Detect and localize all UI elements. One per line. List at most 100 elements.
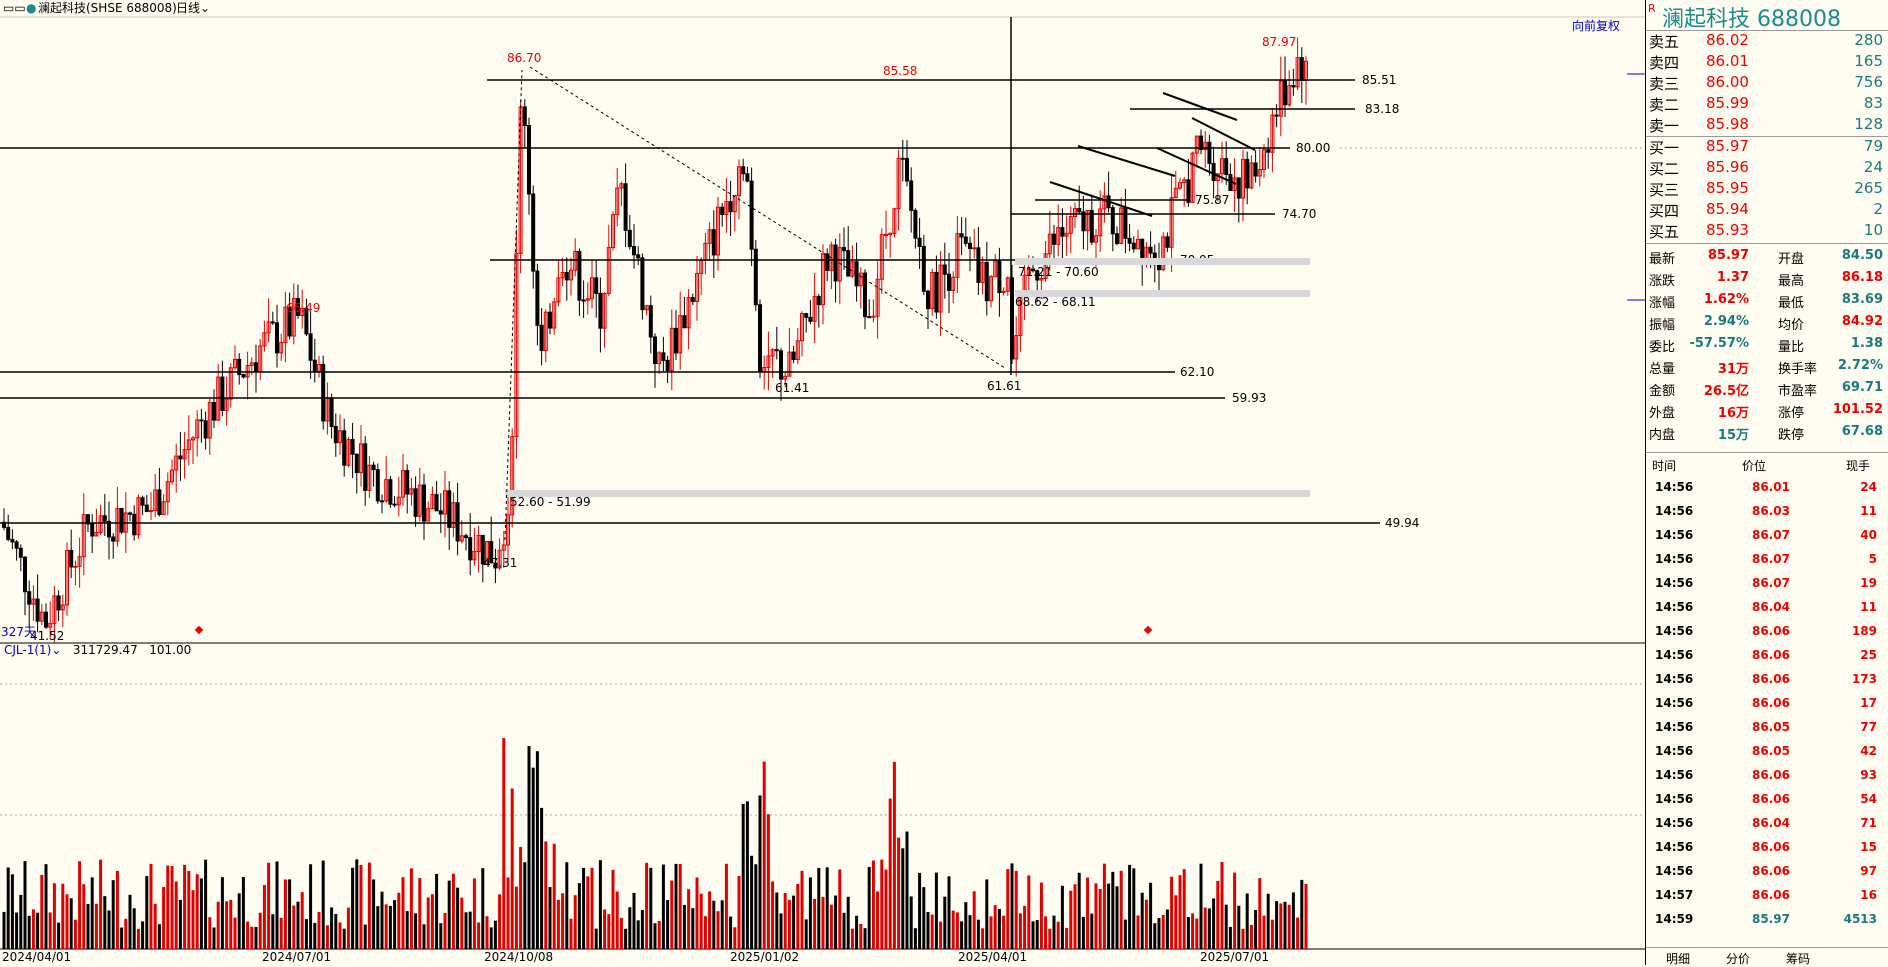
bid-row: 买五 85.93 10 [1646, 221, 1888, 242]
volume-bar [716, 911, 720, 949]
tick-row: 14:56 86.07 40 [1646, 528, 1888, 552]
volume-bar [330, 907, 334, 949]
volume-bar [892, 761, 896, 949]
candle-body [14, 541, 19, 549]
stat-value: 67.68 [1841, 424, 1883, 439]
stat-label: 委比 [1649, 340, 1676, 355]
volume-bar [670, 880, 674, 949]
candle-body [161, 501, 166, 515]
indicator-name[interactable]: CJL-1(1) [4, 643, 52, 657]
candle-body [896, 157, 901, 210]
divider [1646, 243, 1888, 244]
tick-row: 14:59 85.97 4513 [1646, 912, 1888, 936]
menu-icon[interactable]: ▭▭ [3, 1, 26, 15]
volume-bar [1220, 861, 1224, 949]
candle-body [476, 534, 481, 553]
stat-label: 振幅 [1649, 318, 1676, 333]
candle-body [363, 443, 368, 491]
volume-bar [246, 921, 250, 949]
tick-qty: 42 [1860, 744, 1877, 758]
candle-body [1068, 216, 1073, 234]
tick-qty: 189 [1851, 624, 1877, 638]
candle-body [182, 449, 187, 460]
candle-body [312, 359, 317, 372]
volume-bar [636, 920, 640, 949]
volume-bar [582, 867, 586, 949]
volume-bar [1161, 914, 1165, 949]
volume-bar [430, 894, 434, 949]
stat-label: 量比 [1778, 340, 1805, 355]
candle-body [787, 351, 792, 377]
stats-row: 委比 -57.57% 量比 1.38 [1646, 336, 1888, 358]
volume-bar [981, 928, 985, 949]
candle-body [770, 349, 775, 357]
volume-bar [111, 880, 115, 949]
volume-bar [1224, 904, 1228, 949]
stat-label: 总量 [1649, 362, 1676, 377]
chevron-down-icon[interactable]: ⌄ [51, 643, 62, 657]
tab-detail[interactable]: 明细 [1666, 952, 1691, 966]
volume-bar [573, 895, 577, 949]
candle-body [934, 271, 939, 313]
candle-body [102, 515, 107, 522]
ask-volume: 165 [1854, 52, 1883, 70]
stats-row: 外盘 16万 涨停 101.52 [1646, 402, 1888, 424]
chart-area[interactable]: 85.5183.1880.0075.8774.7070.9562.1059.93… [0, 0, 1645, 965]
bid-volume: 10 [1863, 221, 1883, 239]
candle-body [753, 248, 758, 306]
volume-bar [1018, 913, 1022, 949]
volume-bar [1258, 878, 1262, 949]
level-label: 49.94 [1385, 516, 1419, 530]
volume-bar [355, 859, 359, 949]
level-label: 85.51 [1362, 73, 1396, 87]
candle-body [224, 398, 229, 411]
bid-row: 买三 85.95 265 [1646, 179, 1888, 200]
tick-qty: 16 [1860, 888, 1877, 902]
volume-bar [703, 916, 707, 949]
candle-body [321, 363, 326, 422]
volume-bar [170, 866, 174, 949]
volume-bar [204, 859, 208, 949]
tick-price: 86.06 [1752, 672, 1790, 686]
volume-bar [531, 767, 535, 949]
stock-label[interactable]: 澜起科技(SHSE 688008) [38, 1, 177, 15]
volume-bar [1212, 898, 1216, 949]
volume-bar [846, 896, 850, 949]
candle-body [23, 556, 27, 593]
volume-bar [477, 922, 481, 949]
indicator-bar: CJL-1(1)⌄ 311729.47 101.00 [4, 643, 191, 657]
volume-bar [124, 918, 128, 949]
stat-value: 16万 [1717, 406, 1749, 421]
volume-bar [859, 924, 863, 949]
candle-body [774, 349, 779, 352]
adjust-button[interactable]: 向前复权 [1572, 19, 1621, 33]
channel-line [1049, 181, 1153, 217]
trough-label: 61.41 [775, 381, 809, 395]
volume-bar [288, 879, 292, 949]
volume-bar [1044, 916, 1048, 949]
volume-bar [460, 897, 464, 949]
candle-body [1039, 277, 1044, 281]
volume-bar [884, 869, 888, 949]
candle-body [438, 510, 443, 515]
tick-qty: 4513 [1843, 912, 1877, 926]
volume-bar [1039, 882, 1043, 949]
volume-bar [1031, 921, 1035, 949]
candle-body [745, 173, 750, 182]
candle-body [1026, 268, 1031, 276]
candle-body [501, 544, 506, 551]
candle-body [1266, 149, 1271, 153]
candle-body [413, 488, 418, 517]
kline-chart[interactable]: 85.5183.1880.0075.8774.7070.9562.1059.93… [0, 0, 1645, 965]
volume-bar [918, 872, 922, 949]
volume-bar [1170, 876, 1174, 949]
period-selector[interactable]: 日线⌄ [176, 0, 210, 17]
tab-chips[interactable]: 筹码 [1786, 952, 1811, 966]
tick-price: 86.06 [1752, 840, 1790, 854]
volume-bar [376, 906, 380, 949]
tab-price-dist[interactable]: 分价 [1726, 952, 1751, 966]
candle-body [1220, 158, 1224, 175]
tick-price: 86.06 [1752, 768, 1790, 782]
candle-body [1299, 57, 1304, 81]
volume-bar [569, 918, 573, 949]
